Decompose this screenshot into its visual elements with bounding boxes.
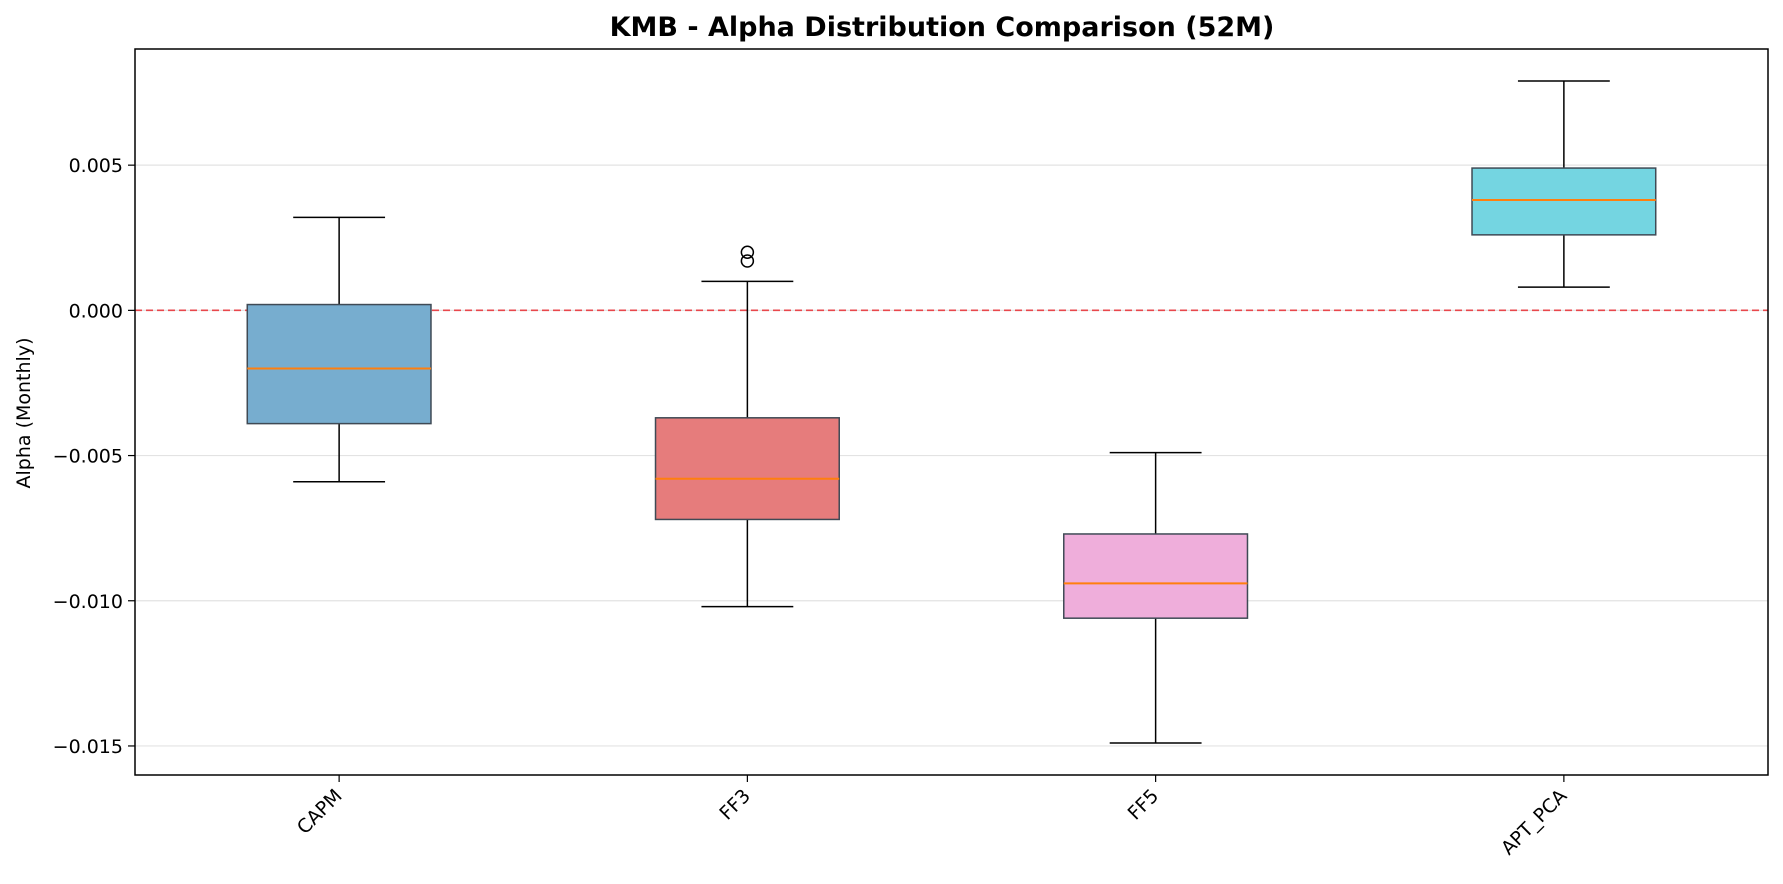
iqr-box [1471, 167, 1657, 236]
y-tick-label: −0.010 [53, 591, 123, 613]
iqr-box [654, 417, 840, 521]
x-tick-label: APT_PCA [1497, 785, 1571, 859]
x-tick-label: FF5 [1124, 785, 1164, 825]
box-ff5 [1063, 451, 1249, 744]
x-axis-ticks: CAPM FF3 FF5 APT_PCA [293, 775, 1571, 859]
outlier-point [740, 245, 755, 260]
box-capm [246, 216, 432, 483]
y-tick-label: −0.015 [53, 736, 123, 758]
box-ff3 [654, 245, 840, 608]
x-tick-label: CAPM [293, 785, 347, 839]
y-tick-label: 0.005 [69, 155, 123, 177]
iqr-box [1063, 533, 1249, 619]
grid-lines [135, 164, 1768, 747]
box-series [246, 80, 1657, 744]
x-tick-label: FF3 [715, 785, 755, 825]
y-axis-ticks: 0.005 0.000 −0.005 −0.010 −0.015 [53, 155, 135, 758]
y-axis-label: Alpha (Monthly) [13, 338, 35, 489]
outlier-point [740, 254, 755, 268]
y-tick-label: 0.000 [69, 300, 123, 322]
y-tick-label: −0.005 [53, 446, 123, 468]
plot-area-frame [134, 48, 1769, 776]
chart-title: KMB - Alpha Distribution Comparison (52M… [610, 12, 1275, 43]
box-apt-pca [1471, 80, 1657, 288]
iqr-box [246, 303, 432, 425]
